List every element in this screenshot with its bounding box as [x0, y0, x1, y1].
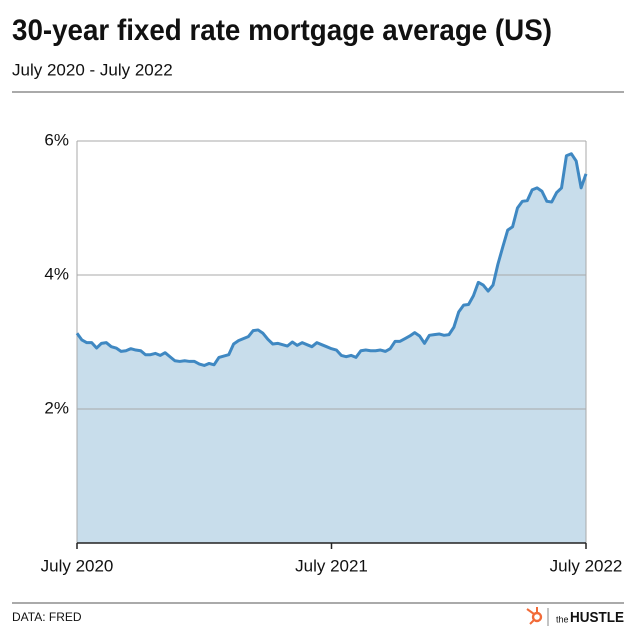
chart-title: 30-year fixed rate mortgage average (US) — [12, 14, 552, 47]
y-tick-label: 4% — [44, 264, 69, 283]
logo-name: HUSTLE — [570, 609, 624, 626]
x-tick-label: July 2022 — [550, 556, 623, 575]
chart-subtitle: July 2020 - July 2022 — [12, 60, 173, 79]
logo: the HUSTLE — [526, 607, 624, 626]
logo-icon — [529, 619, 535, 625]
x-tick-label: July 2021 — [295, 556, 368, 575]
y-tick-label: 2% — [44, 398, 69, 417]
area — [77, 153, 586, 544]
logo-prefix: the — [556, 614, 569, 624]
x-tick-label: July 2020 — [41, 556, 114, 575]
source: DATA: FRED — [12, 610, 82, 624]
line — [75, 152, 588, 367]
y-tick-label: 6% — [44, 130, 69, 149]
logo-icon — [526, 608, 535, 615]
plot: 2% 4% 6% July 2020 July 2021 July 2022 — [41, 130, 623, 575]
